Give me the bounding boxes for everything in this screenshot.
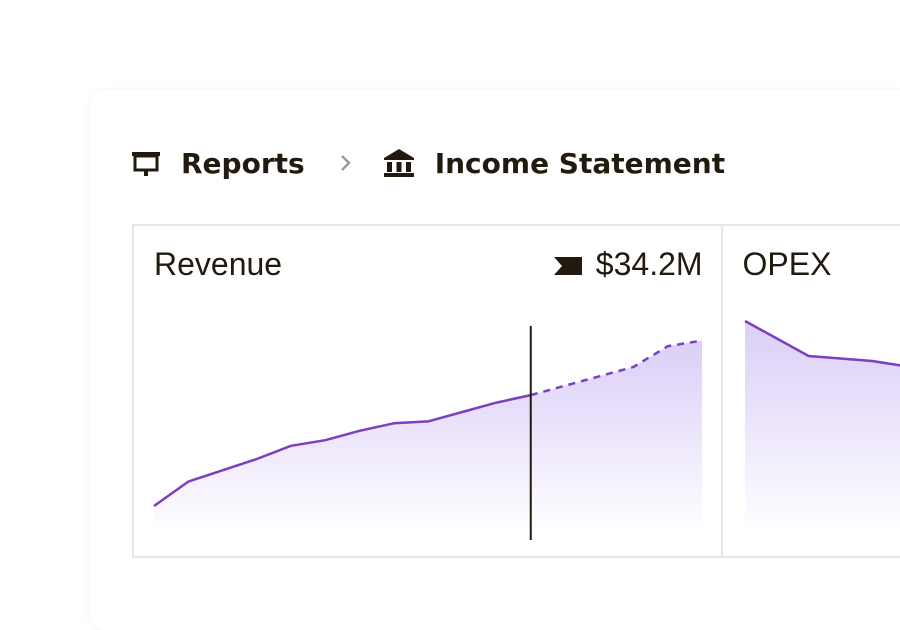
revenue-value-text: $34.2M — [595, 246, 703, 282]
opex-chart — [743, 319, 900, 534]
breadcrumb-item-income-statement[interactable]: Income Statement — [383, 147, 725, 180]
bank-icon — [383, 148, 415, 178]
revenue-card[interactable]: Revenue $34.2M — [134, 226, 723, 556]
revenue-area — [154, 340, 702, 534]
chevron-right-icon — [339, 153, 353, 173]
breadcrumb: Reports Income Statement — [131, 140, 725, 186]
revenue-chart — [153, 326, 703, 540]
revenue-actual-line — [153, 393, 532, 508]
opex-card[interactable]: OPEX — [723, 226, 900, 556]
breadcrumb-item-reports[interactable]: Reports — [131, 147, 305, 180]
breadcrumb-label-income-statement: Income Statement — [434, 146, 726, 180]
revenue-card-title: Revenue — [154, 246, 283, 282]
opex-line — [743, 319, 900, 367]
breadcrumb-label-reports: Reports — [181, 146, 305, 180]
flag-icon — [553, 246, 582, 283]
revenue-projected-line — [530, 339, 703, 397]
opex-area — [744, 321, 900, 534]
metric-cards: Revenue $34.2M OPEX — [132, 224, 900, 558]
revenue-card-value: $34.2M — [553, 246, 703, 283]
opex-card-title: OPEX — [742, 246, 832, 282]
presentation-board-icon — [131, 148, 161, 178]
